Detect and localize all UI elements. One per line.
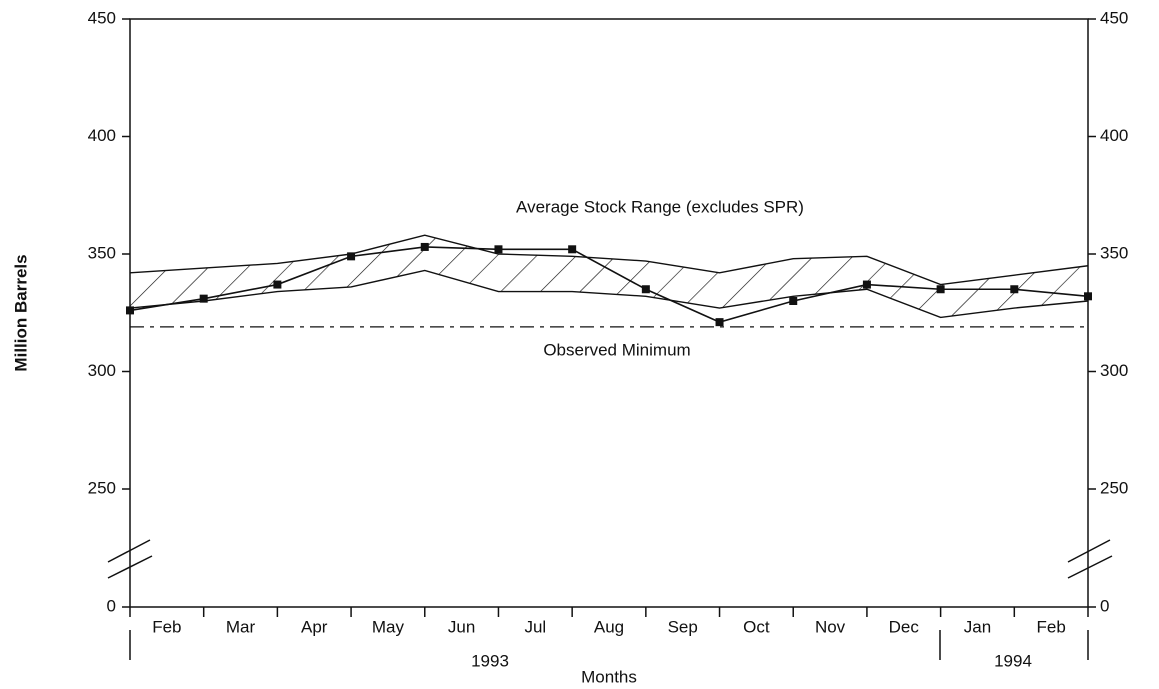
stock-marker xyxy=(1084,292,1092,301)
y-axis-label: Million Barrels xyxy=(11,254,30,371)
y-tick-label: 350 xyxy=(1100,243,1128,262)
band-label: Average Stock Range (excludes SPR) xyxy=(516,197,804,216)
stock-marker xyxy=(862,280,871,289)
y-tick-label: 450 xyxy=(1100,8,1128,27)
x-tick-label: Nov xyxy=(815,617,846,636)
y-tick-label: 250 xyxy=(88,478,116,497)
y-tick-label: 300 xyxy=(1100,361,1128,380)
y-tick-label: 350 xyxy=(88,243,116,262)
x-tick-label: Feb xyxy=(152,617,181,636)
year-label: 1993 xyxy=(471,651,509,670)
stock-range-band xyxy=(130,235,1088,318)
year-separator xyxy=(129,630,1089,660)
y-tick-label: 0 xyxy=(107,596,116,615)
x-axis-label: Months xyxy=(581,667,637,686)
axis-break xyxy=(107,539,1113,579)
year-label: 1994 xyxy=(994,651,1032,670)
minimum-label: Observed Minimum xyxy=(543,340,690,359)
y-tick-label: 400 xyxy=(1100,126,1128,145)
band-lower xyxy=(129,269,1089,319)
x-tick-label: Jun xyxy=(448,617,475,636)
stock-marker xyxy=(126,306,134,315)
stock-marker xyxy=(715,318,724,327)
y-tick-label: 0 xyxy=(1100,596,1109,615)
y-tick-label: 450 xyxy=(88,8,116,27)
stock-marker xyxy=(641,285,650,294)
x-tick-label: Jul xyxy=(524,617,546,636)
stock-marker xyxy=(420,242,429,251)
band-upper xyxy=(129,234,1089,286)
stock-marker xyxy=(273,280,282,289)
x-tick-label: Apr xyxy=(301,617,328,636)
stock-marker xyxy=(568,245,577,254)
stock-marker xyxy=(936,285,945,294)
x-tick-label: Oct xyxy=(743,617,770,636)
x-tick-label: May xyxy=(372,617,405,636)
stock-marker xyxy=(494,245,503,254)
y-tick-label: 250 xyxy=(1100,478,1128,497)
stock-line xyxy=(129,246,1089,323)
stock-marker xyxy=(347,252,356,261)
x-tick-label: Dec xyxy=(889,617,920,636)
x-tick-label: Mar xyxy=(226,617,256,636)
y-tick-label: 300 xyxy=(88,361,116,380)
x-tick-label: Jan xyxy=(964,617,991,636)
stock-marker xyxy=(1010,285,1019,294)
x-tick-label: Feb xyxy=(1037,617,1066,636)
x-tick-label: Sep xyxy=(668,617,698,636)
stock-marker xyxy=(789,297,798,305)
x-tick-label: Aug xyxy=(594,617,624,636)
stock-marker xyxy=(199,294,208,303)
y-tick-label: 400 xyxy=(88,126,116,145)
